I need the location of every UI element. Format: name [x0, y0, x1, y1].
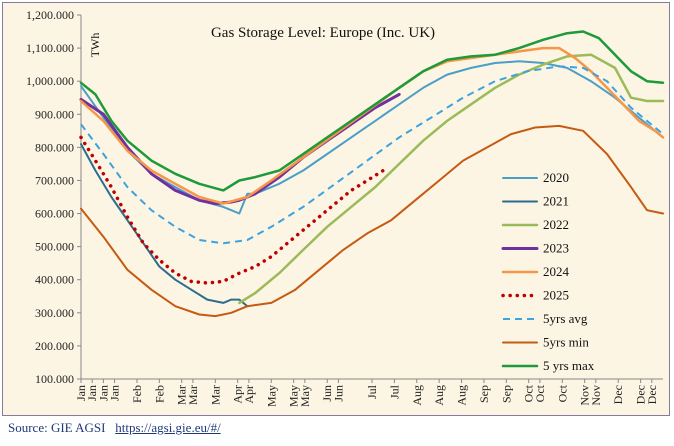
x-tick-label: May — [264, 385, 278, 407]
x-tick-label: Oct — [522, 384, 536, 402]
x-tick-label: May — [287, 385, 301, 407]
y-tick-label: 600.000 — [35, 207, 74, 221]
series-line-2022 — [238, 53, 665, 305]
chart-title: Gas Storage Level: Europe (Inc. UK) — [211, 25, 435, 41]
unit-label: TWh — [88, 33, 102, 58]
x-tick-label: Apr — [231, 385, 245, 404]
chart-frame: 100.000 200.000 300.000 400.000 500.000 600.0… — [2, 2, 670, 416]
x-tick-label: Feb — [152, 385, 166, 403]
legend-label: 2021 — [543, 194, 569, 209]
legend-label: 2024 — [543, 264, 570, 279]
y-tick-label: 400.000 — [35, 273, 74, 287]
x-tick-label: Aug — [410, 385, 424, 406]
legend-label: 2025 — [543, 288, 569, 303]
x-tick-label: Mar — [208, 385, 222, 405]
x-tick-label: Jul — [387, 384, 401, 399]
x-tick-label: Aug — [455, 385, 469, 406]
source-note: Source: GIE AGSI https://agsi.gie.eu/#/ — [8, 420, 221, 436]
x-tick-label: Sep — [499, 385, 513, 403]
x-tick-label: Nov — [589, 385, 603, 406]
series-line-2025 — [79, 135, 385, 285]
x-tick-label: Feb — [130, 385, 144, 403]
y-tick-label: 200.000 — [35, 339, 74, 353]
legend-label: 2022 — [543, 217, 569, 232]
y-tick-label: 1,100.000 — [26, 41, 74, 55]
y-tick-label: 800.000 — [35, 140, 74, 154]
series-line-5-yrs-max — [79, 30, 665, 192]
series-line-5yrs-min — [80, 124, 664, 318]
y-tick-label: 100.000 — [35, 372, 74, 386]
x-tick-label: Jan — [108, 385, 122, 401]
x-tick-label: Apr — [242, 385, 256, 404]
source-label: Source: GIE AGSI — [8, 420, 106, 435]
legend-label: 2023 — [543, 241, 569, 256]
y-tick-label: 900.000 — [35, 107, 74, 121]
x-tick-label: May — [298, 385, 312, 407]
x-tick-label: Oct — [533, 384, 547, 402]
y-tick-label: 1,200.000 — [26, 8, 74, 22]
y-tick-label: 700.000 — [35, 173, 74, 187]
x-tick-label: Mar — [186, 385, 200, 405]
x-tick-label: Mar — [175, 385, 189, 405]
x-tick-label: Jul — [365, 384, 379, 399]
x-tick-label: Jun — [320, 385, 334, 402]
x-tick-label: Sep — [477, 385, 491, 403]
x-tick-label: Dec — [645, 385, 659, 404]
series-line-2020 — [80, 60, 664, 215]
y-tick-label: 500.000 — [35, 240, 74, 254]
x-tick-label: Jan — [74, 385, 88, 401]
x-tick-label: Nov — [578, 385, 592, 406]
legend-label: 5 yrs max — [543, 358, 595, 373]
series-line-2023 — [79, 92, 401, 206]
x-tick-label: Oct — [555, 384, 569, 402]
x-tick-label: Aug — [432, 385, 446, 406]
source-link[interactable]: https://agsi.gie.eu/#/ — [115, 420, 221, 435]
x-tick-label: Jan — [96, 385, 110, 401]
legend-label: 2020 — [543, 170, 569, 185]
series-line-5yrs-avg — [80, 65, 664, 245]
series-line-2021 — [80, 143, 249, 308]
x-tick-label: Jan — [85, 385, 99, 401]
x-tick-label: Dec — [611, 385, 625, 404]
x-tick-label: Jun — [331, 385, 345, 402]
y-tick-label: 300.000 — [35, 306, 74, 320]
series-line-2024 — [79, 46, 665, 205]
x-tick-label: Dec — [634, 385, 648, 404]
legend-label: 5yrs min — [543, 335, 589, 350]
legend-label: 5yrs avg — [543, 311, 588, 326]
y-tick-label: 1,000.000 — [26, 74, 74, 88]
gas-storage-chart: 100.000 200.000 300.000 400.000 500.000 600.0… — [26, 8, 665, 407]
